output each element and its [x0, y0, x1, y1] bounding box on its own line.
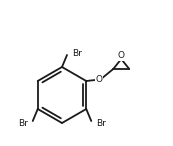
Text: O: O: [96, 74, 103, 84]
Text: Br: Br: [72, 48, 82, 58]
Text: Br: Br: [18, 119, 28, 127]
Text: O: O: [118, 52, 125, 60]
Text: Br: Br: [96, 119, 106, 127]
